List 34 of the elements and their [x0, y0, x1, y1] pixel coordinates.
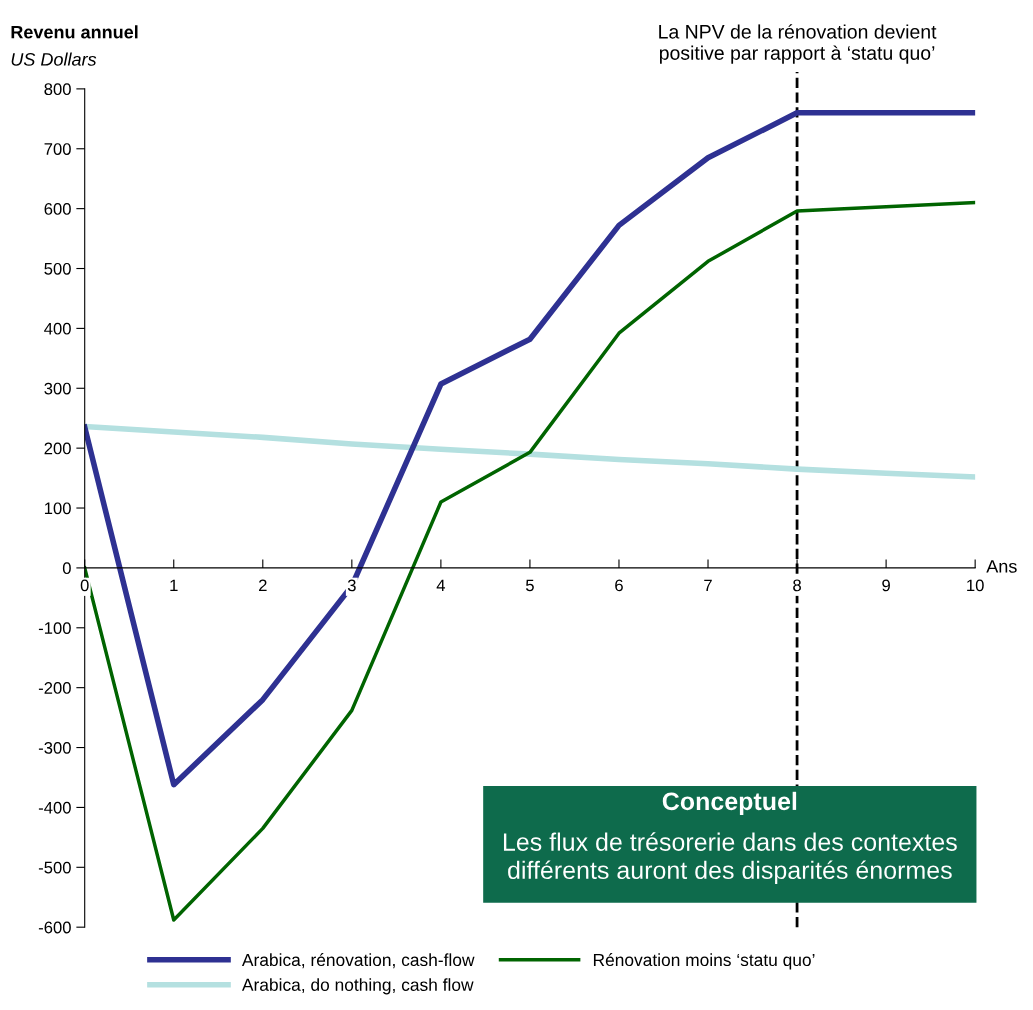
y-tick-label: 0	[62, 562, 71, 575]
x-tick-label: 0	[80, 579, 89, 592]
y-tick-label: -300	[38, 741, 71, 754]
x-tick-label: 2	[259, 579, 267, 592]
y-tick-label: -400	[38, 801, 71, 814]
y-axis-title: US Dollars	[11, 52, 97, 66]
legend-label: Rénovation moins ‘statu quo’	[593, 953, 815, 970]
y-tick-label: 200	[44, 442, 71, 455]
x-tick-label: 5	[525, 579, 534, 592]
x-tick-label: 4	[436, 579, 446, 592]
y-tick-label: 300	[44, 382, 71, 395]
y-tick-label: 600	[44, 203, 71, 215]
legend-label: Arabica, do nothing, cash flow	[241, 978, 474, 995]
annotation: Les flux de trésorerie dans des contextes différents auront des disparités énormes	[503, 832, 957, 885]
ref-line-label: La NPV de la rénovation devient positive par rapport à ‘statu quo’	[659, 24, 937, 64]
x-tick-label: 8	[793, 579, 801, 592]
y-tick-label: 700	[44, 143, 71, 155]
y-tick-label: 400	[44, 322, 71, 335]
y-tick-label: 800	[44, 83, 71, 96]
y-tick-label: -500	[38, 861, 71, 874]
x-axis-title: Ans	[986, 560, 1017, 573]
y-tick-label: -100	[38, 622, 71, 634]
annotation: Conceptuel	[662, 791, 797, 816]
x-tick-label: 1	[170, 579, 178, 592]
x-tick-label: 7	[704, 579, 712, 592]
x-tick-label: 6	[615, 579, 623, 592]
y-tick-label: -200	[38, 682, 71, 694]
y-tick-label: 500	[44, 262, 71, 275]
x-tick-label: 9	[882, 579, 890, 592]
y-tick-label: 100	[44, 502, 71, 515]
x-tick-label: 10	[967, 579, 984, 592]
chart-title: Revenu annuel	[11, 25, 138, 39]
legend-label: Arabica, rénovation, cash-flow	[241, 953, 475, 969]
y-tick-label: -600	[38, 921, 71, 934]
